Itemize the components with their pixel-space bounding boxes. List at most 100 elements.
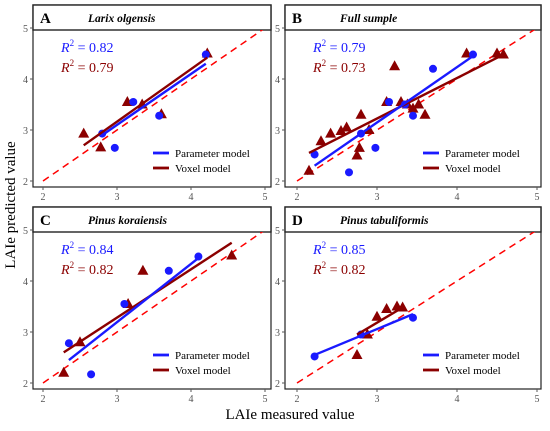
panel-title: Pinus tabuliformis xyxy=(340,215,429,227)
voxel-point xyxy=(303,164,315,175)
x-axis-label: LAIe measured value xyxy=(225,407,354,423)
voxel-point xyxy=(58,366,70,377)
parameter-point xyxy=(64,339,73,348)
panel-title-strip xyxy=(32,4,272,31)
panel-letter: B xyxy=(292,11,302,27)
x-tick-label: 5 xyxy=(535,192,540,203)
panel-letter: A xyxy=(40,11,51,27)
y-tick-label: 3 xyxy=(23,126,28,137)
plot-area xyxy=(42,232,264,384)
panel-title-strip xyxy=(284,4,542,31)
x-tick-label: 4 xyxy=(189,394,194,405)
y-tick-label: 2 xyxy=(23,379,28,390)
panel-letter: D xyxy=(292,213,303,229)
parameter-fit-line xyxy=(101,62,207,137)
parameter-point xyxy=(120,299,129,308)
x-tick-label: 4 xyxy=(455,192,460,203)
legend-voxel-label: Voxel model xyxy=(445,365,501,377)
panel-c: C Pinus koraiensis 2 3 4 5 2 3 4 5 R2 = 0.84 R2 = 0… xyxy=(23,206,272,405)
panel-title: Larix olgensis xyxy=(87,13,156,25)
voxel-point xyxy=(226,249,238,260)
voxel-point xyxy=(491,47,503,58)
voxel-point xyxy=(419,108,431,119)
plot-area xyxy=(42,30,264,182)
parameter-point xyxy=(409,111,417,120)
parameter-point xyxy=(129,97,138,106)
y-tick-label: 4 xyxy=(275,277,280,288)
x-tick-label: 5 xyxy=(263,394,268,405)
voxel-point xyxy=(407,102,419,113)
parameter-point xyxy=(110,143,119,152)
panel-frame xyxy=(32,206,272,390)
parameter-point xyxy=(429,64,437,73)
voxel-point xyxy=(351,348,363,359)
voxel-point xyxy=(325,127,337,138)
panel-b: B Full sumple 2 3 4 5 2 3 4 5 R2 = 0.79 R2 = 0.73 Pa… xyxy=(275,4,542,203)
y-axis-label: LAIe predicted value xyxy=(3,141,19,269)
parameter-point xyxy=(155,111,164,120)
plot-area xyxy=(296,30,536,182)
y-tick-label: 4 xyxy=(275,75,280,86)
voxel-point xyxy=(341,121,353,132)
y-tick-label: 5 xyxy=(275,24,280,35)
panel-d: D Pinus tabuliformis 2 3 4 5 2 3 4 5 R2 = 0.85 R2 =… xyxy=(275,206,542,405)
parameter-fit-line xyxy=(68,257,200,361)
r2-voxel-label: R2 = 0.73 xyxy=(312,58,365,76)
x-tick-label: 4 xyxy=(455,394,460,405)
panel-frame xyxy=(284,206,542,390)
r2-parameter-label: R2 = 0.82 xyxy=(60,38,113,56)
y-tick-label: 2 xyxy=(23,177,28,188)
y-tick-label: 5 xyxy=(23,24,28,35)
voxel-point xyxy=(389,60,401,71)
r2-parameter-label: R2 = 0.79 xyxy=(312,38,365,56)
voxel-point xyxy=(351,149,363,160)
voxel-fit-line xyxy=(83,56,208,147)
x-tick-label: 3 xyxy=(375,192,380,203)
legend-parameter-label: Parameter model xyxy=(175,350,250,362)
reference-line xyxy=(42,30,264,182)
x-tick-label: 5 xyxy=(535,394,540,405)
r2-voxel-label: R2 = 0.79 xyxy=(60,58,113,76)
voxel-point xyxy=(335,125,347,136)
voxel-point xyxy=(353,141,365,152)
parameter-point xyxy=(310,150,319,159)
parameter-point xyxy=(385,97,393,106)
r2-parameter-label: R2 = 0.84 xyxy=(60,240,113,258)
voxel-point xyxy=(371,310,383,321)
parameter-fit-line xyxy=(313,55,474,167)
voxel-point xyxy=(381,303,393,314)
x-tick-label: 3 xyxy=(375,394,380,405)
legend-parameter-label: Parameter model xyxy=(445,350,520,362)
parameter-point xyxy=(371,143,380,152)
reference-line xyxy=(42,232,264,384)
y-tick-label: 3 xyxy=(23,328,28,339)
r2-voxel-label: R2 = 0.82 xyxy=(312,260,365,278)
x-tick-label: 2 xyxy=(295,394,300,405)
x-tick-label: 3 xyxy=(115,394,120,405)
y-tick-label: 4 xyxy=(23,75,28,86)
parameter-point xyxy=(164,266,173,275)
voxel-point xyxy=(315,135,327,146)
x-tick-label: 2 xyxy=(41,394,46,405)
voxel-point xyxy=(137,264,149,275)
y-tick-label: 5 xyxy=(275,226,280,237)
r2-voxel-label: R2 = 0.82 xyxy=(60,260,113,278)
panel-letter: C xyxy=(40,213,51,229)
plot-area xyxy=(296,232,536,384)
legend-voxel-label: Voxel model xyxy=(175,163,231,175)
r2-parameter-label: R2 = 0.85 xyxy=(312,240,365,258)
voxel-point xyxy=(95,141,107,152)
legend-voxel-label: Voxel model xyxy=(175,365,231,377)
y-tick-label: 4 xyxy=(23,277,28,288)
voxel-point xyxy=(355,108,367,119)
y-tick-label: 3 xyxy=(275,328,280,339)
voxel-point xyxy=(78,127,90,138)
parameter-point xyxy=(87,370,96,379)
x-tick-label: 2 xyxy=(41,192,46,203)
x-tick-label: 2 xyxy=(295,192,300,203)
panel-title-strip xyxy=(32,206,272,233)
parameter-point xyxy=(345,168,353,177)
panel-title: Pinus koraiensis xyxy=(88,215,167,227)
legend-parameter-label: Parameter model xyxy=(445,148,520,160)
